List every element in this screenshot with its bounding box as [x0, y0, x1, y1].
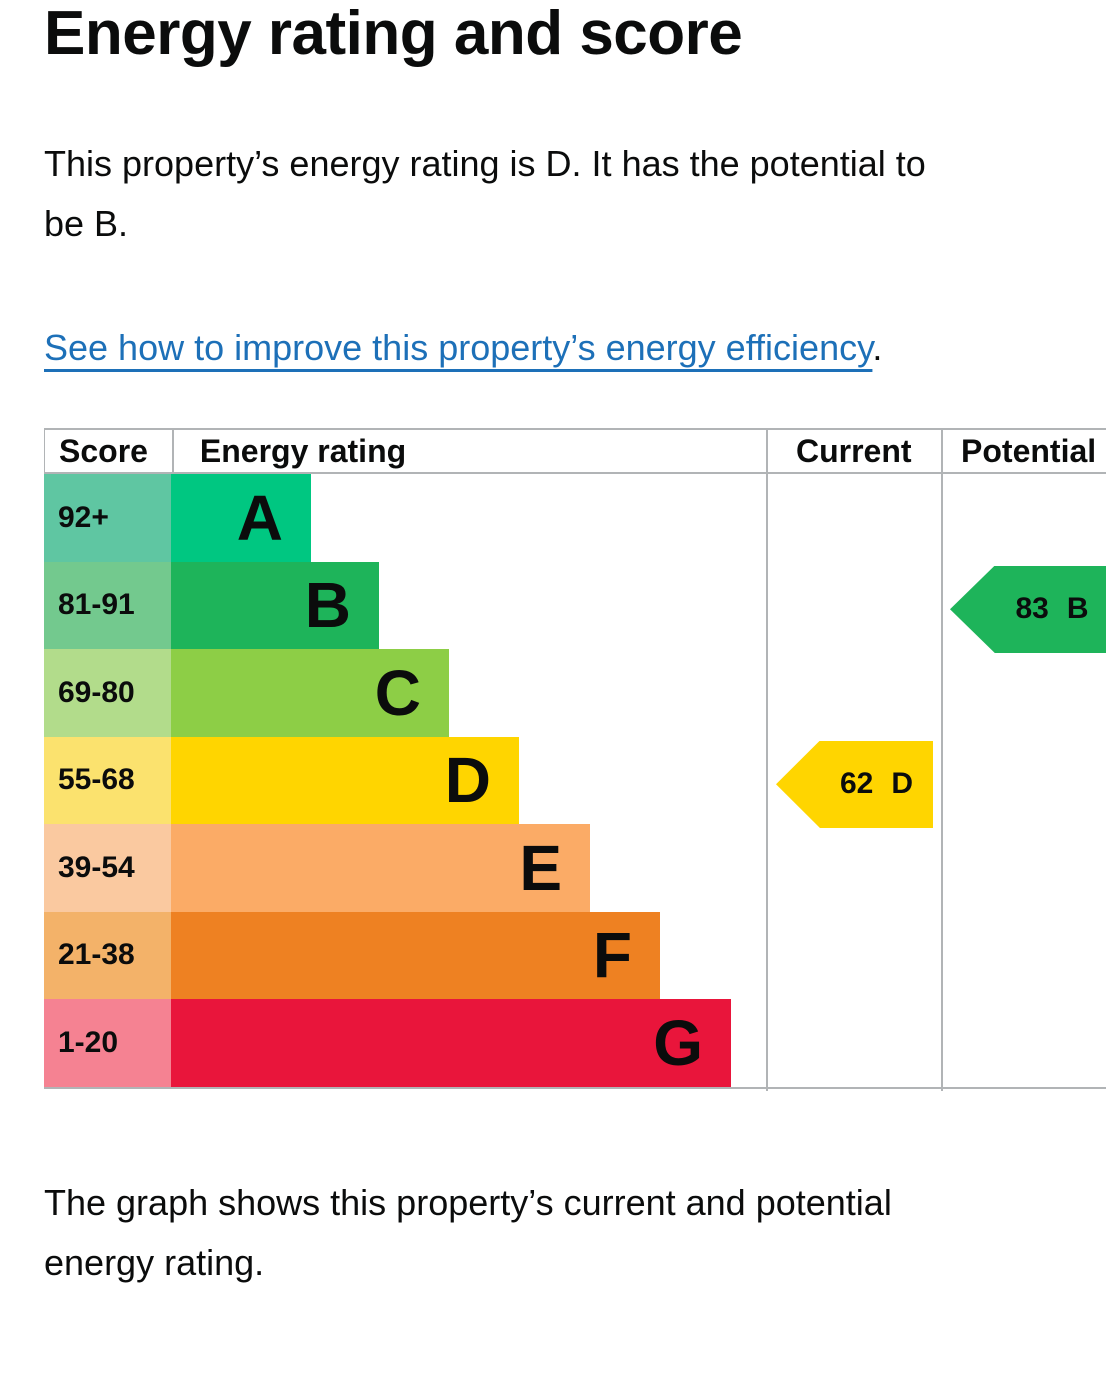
score-range-cell: 92+	[44, 474, 171, 562]
rating-band-d: D	[171, 736, 519, 824]
energy-rating-chart: Score Energy rating Current Potential 92…	[44, 428, 1106, 1091]
rating-band-g: G	[171, 999, 731, 1087]
score-range-label: 81-91	[58, 588, 135, 622]
score-range-label: 21-38	[58, 938, 135, 972]
rating-band-e: E	[171, 824, 590, 912]
score-range-cell: 1-20	[44, 999, 171, 1087]
rating-band-b: B	[171, 561, 379, 649]
current-score-value: 62	[839, 767, 874, 801]
rating-band-letter: A	[236, 481, 283, 554]
rating-band-letter: D	[444, 744, 491, 817]
potential-column-divider	[941, 430, 943, 1091]
score-range-label: 69-80	[58, 675, 135, 709]
link-period: .	[872, 327, 883, 368]
rating-band-letter: G	[653, 1006, 703, 1079]
header-current: Current	[795, 432, 912, 469]
improve-paragraph: See how to improve this property’s energ…	[44, 318, 944, 378]
current-column-divider	[766, 430, 768, 1091]
improve-efficiency-link[interactable]: See how to improve this property’s energ…	[44, 327, 873, 368]
score-range-label: 1-20	[58, 1025, 119, 1059]
rating-band-letter: C	[374, 656, 421, 729]
epc-row-e: 39-54 E	[44, 824, 1106, 912]
score-range-cell: 55-68	[44, 736, 171, 824]
rating-band-a: A	[171, 474, 311, 562]
score-range-label: 55-68	[58, 763, 135, 797]
score-range-cell: 69-80	[44, 649, 171, 737]
epc-page: Energy rating and score This property’s …	[44, 0, 1106, 1283]
rating-band-letter: B	[304, 569, 351, 642]
epc-row-c: 69-80 C	[44, 649, 1106, 737]
rating-band-letter: E	[519, 831, 562, 904]
score-range-label: 92+	[58, 500, 109, 534]
score-range-cell: 81-91	[44, 561, 171, 649]
graph-caption: The graph shows this property’s current …	[44, 1181, 892, 1283]
chart-rows: 92+ A 81-91 B 69-80 C 55-68 D 39-54 E 21-38 F 1-20 G	[44, 474, 1106, 1087]
rating-band-letter: F	[592, 919, 632, 992]
potential-score-value: 83	[1015, 592, 1049, 626]
epc-row-f: 21-38 F	[44, 911, 1106, 999]
rating-band-f: F	[171, 911, 660, 999]
header-score: Score	[59, 432, 148, 469]
score-range-cell: 39-54	[44, 824, 171, 912]
page-title: Energy rating and score	[44, 0, 743, 68]
rating-band-c: C	[171, 649, 449, 737]
chart-header-row: Score Energy rating Current Potential	[44, 430, 1106, 474]
epc-row-g: 1-20 G	[44, 999, 1106, 1087]
current-grade-letter: D	[891, 767, 914, 801]
header-energy-rating: Energy rating	[171, 430, 766, 472]
score-range-label: 39-54	[58, 850, 135, 884]
potential-grade-letter: B	[1066, 592, 1089, 626]
score-range-cell: 21-38	[44, 911, 171, 999]
header-potential: Potential	[961, 432, 1097, 469]
epc-row-a: 92+ A	[44, 474, 1106, 562]
epc-row-d: 55-68 D	[44, 736, 1106, 824]
epc-row-b: 81-91 B	[44, 561, 1106, 649]
intro-text: This property’s energy rating is D. It h…	[44, 143, 926, 244]
